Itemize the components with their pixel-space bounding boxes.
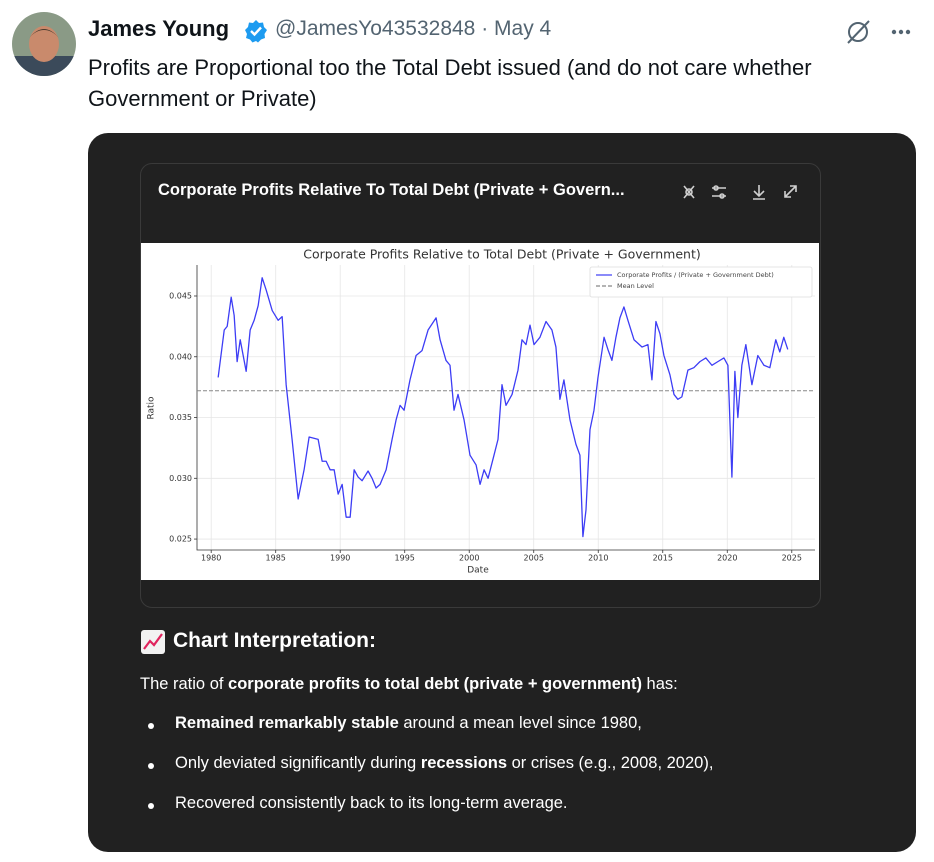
y-tick-label: 0.035 <box>169 413 192 422</box>
text: around a mean level since 1980, <box>398 714 642 732</box>
x-tick-label: 2020 <box>717 554 737 563</box>
x-tick-label: 1990 <box>330 554 350 563</box>
card-title: Corporate Profits Relative To Total Debt… <box>158 181 625 199</box>
chart-panel <box>140 163 821 608</box>
handle-date[interactable]: @JamesYo43532848 · May 4 <box>275 17 552 40</box>
y-tick-label: 0.030 <box>169 474 192 483</box>
bold-text: recessions <box>420 754 508 772</box>
text: has: <box>641 675 678 693</box>
tweet-actions[interactable] <box>844 18 920 46</box>
x-tick-label: 2015 <box>653 554 673 563</box>
bullet-dot <box>148 803 154 809</box>
verified-badge <box>245 20 267 43</box>
bullet-dot <box>148 723 154 729</box>
x-tick-label: 2010 <box>588 554 608 563</box>
legend-label: Corporate Profits / (Private + Governmen… <box>617 271 774 279</box>
bullet-item: Recovered consistently back to its long-… <box>175 794 568 813</box>
panel-icons[interactable] <box>680 181 804 203</box>
text: Only deviated significantly during <box>175 754 421 772</box>
x-axis-label: Date <box>467 566 489 576</box>
legend-label: Mean Level <box>617 282 654 290</box>
text: or crises (e.g., 2008, 2020), <box>507 754 714 772</box>
y-tick-label: 0.025 <box>169 535 192 544</box>
x-tick-label: 2025 <box>782 554 802 563</box>
x-tick-label: 2000 <box>459 554 479 563</box>
chart: Corporate Profits Relative to Total Debt… <box>141 243 819 580</box>
x-tick-label: 1995 <box>395 554 415 563</box>
section-heading: Chart Interpretation: <box>173 629 377 652</box>
author-name[interactable]: James Young <box>88 16 230 41</box>
intro-text: The ratio of corporate profits to total … <box>140 675 678 694</box>
chart-title: Corporate Profits Relative to Total Debt… <box>303 247 700 262</box>
x-tick-label: 2005 <box>524 554 544 563</box>
data-line <box>217 277 789 538</box>
bullet-item: Remained remarkably stable around a mean… <box>175 714 642 733</box>
x-tick-label: 1980 <box>201 554 221 563</box>
y-tick-label: 0.040 <box>169 352 192 361</box>
avatar[interactable] <box>12 12 76 76</box>
y-tick-label: 0.045 <box>169 291 192 300</box>
bold-text: Remained remarkably stable <box>175 714 399 732</box>
axes-frame <box>196 265 815 551</box>
x-tick-label: 1985 <box>266 554 286 563</box>
bullet-item: Only deviated significantly during reces… <box>175 754 713 773</box>
text: Recovered consistently back to its long-… <box>175 794 568 812</box>
bullet-dot <box>148 763 154 769</box>
chart-emoji <box>141 630 165 654</box>
tweet-text: Profits are Proportional too the Total D… <box>88 55 812 111</box>
y-axis-label: Ratio <box>147 396 157 420</box>
text: The ratio of <box>140 675 229 693</box>
bold-text: corporate profits to total debt (private… <box>228 675 642 693</box>
legend-box <box>589 266 813 298</box>
